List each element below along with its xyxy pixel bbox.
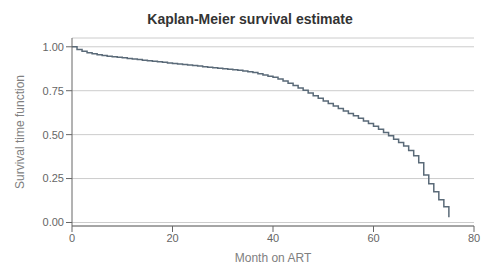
svg-text:0: 0 <box>69 232 75 244</box>
svg-text:Survival time function: Survival time function <box>13 75 27 189</box>
svg-text:60: 60 <box>367 232 379 244</box>
svg-text:0.75: 0.75 <box>43 85 64 97</box>
svg-text:1.00: 1.00 <box>43 41 64 53</box>
svg-text:80: 80 <box>468 232 480 244</box>
svg-text:40: 40 <box>267 232 279 244</box>
svg-text:Month on ART: Month on ART <box>235 251 312 265</box>
svg-text:20: 20 <box>166 232 178 244</box>
svg-text:0.25: 0.25 <box>43 172 64 184</box>
html-text:Kaplan-Meier survival estimate: Kaplan-Meier survival estimate <box>147 11 353 27</box>
svg-text:0.00: 0.00 <box>43 216 64 228</box>
svg-text:0.50: 0.50 <box>43 129 64 141</box>
